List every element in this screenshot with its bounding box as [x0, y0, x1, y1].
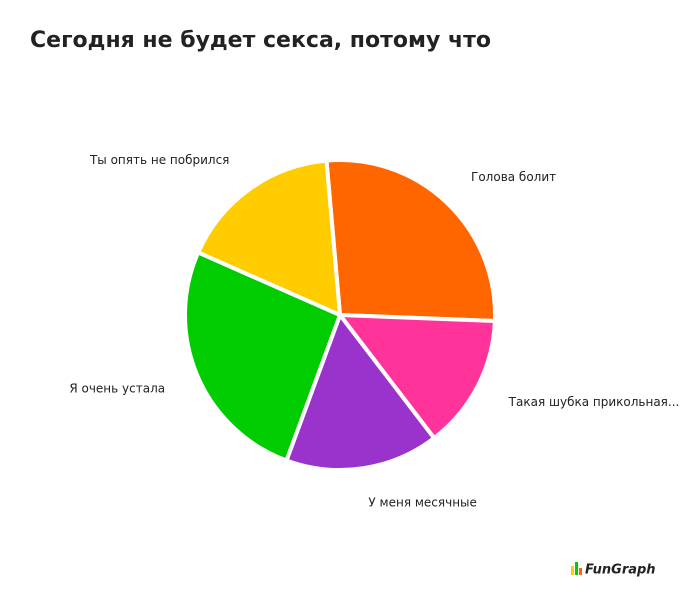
slice-label: Я очень устала: [69, 382, 165, 396]
slice-label: Такая шубка прикольная...: [508, 395, 680, 409]
pie-slice: [284, 313, 437, 472]
pie-slice: [183, 250, 342, 463]
slice-label: Голова болит: [471, 170, 556, 184]
slice-label: У меня месячные: [368, 495, 477, 509]
logo: FunGraph: [585, 563, 656, 578]
pie-slice: [338, 313, 497, 441]
pie-slice: [324, 158, 497, 323]
pie-slice: [196, 158, 342, 317]
chart-title: Сегодня не будет секса, потому что: [30, 28, 491, 53]
slice-label: Ты опять не побрился: [89, 153, 229, 167]
logo-icon: [571, 562, 582, 575]
